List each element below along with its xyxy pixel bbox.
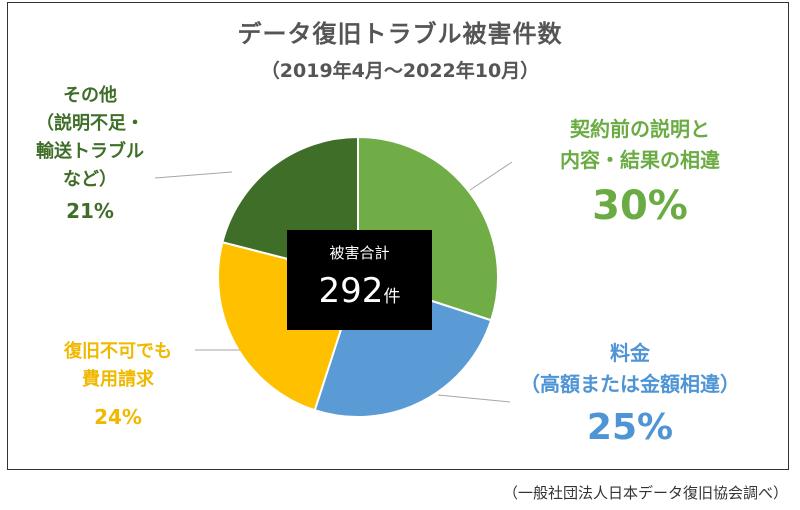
fee-label-line-2: （高額または金額相違） [520, 372, 740, 396]
leader-line-fee [437, 394, 511, 403]
contract-label-line-2: 内容・結果の相違 [560, 148, 720, 172]
leader-line-other [154, 171, 233, 179]
other-label-line-3: 輸送トラブル [36, 140, 144, 162]
restore-label-line-2: 費用請求 [82, 368, 154, 390]
total-caption: 被害合計 [329, 244, 390, 262]
restore-label-line-1: 復旧不可でも [64, 341, 172, 362]
total-value: 292件 [287, 271, 432, 311]
restore-percent: 24% [94, 404, 142, 429]
total-unit: 件 [383, 287, 401, 307]
slice-label-restore: 復旧不可でも 費用請求 24% [38, 338, 198, 433]
fee-percent: 25% [586, 407, 674, 448]
total-number: 292 [318, 271, 384, 311]
contract-percent: 30% [592, 183, 688, 229]
leader-line-contract [469, 161, 513, 191]
contract-label-line-1: 契約前の説明と [570, 117, 710, 141]
slice-label-contract: 契約前の説明と 内容・結果の相違 30% [520, 114, 760, 230]
source-note: （一般社団法人日本データ復旧協会調べ） [502, 484, 788, 502]
total-box: 被害合計 292件 [287, 230, 432, 330]
other-percent: 21% [66, 198, 114, 223]
slice-label-fee: 料金 （高額または金額相違） 25% [500, 338, 760, 449]
chart-subtitle: （2019年4月～2022年10月） [260, 60, 540, 82]
chart-title: データ復旧トラブル被害件数 [237, 20, 563, 48]
other-label-line-1: その他 [63, 85, 117, 106]
slice-label-other: その他 （説明不足・ 輸送トラブル など） 21% [10, 82, 170, 227]
other-label-line-4: など） [63, 168, 117, 190]
fee-label-line-1: 料金 [610, 341, 650, 365]
other-label-line-2: （説明不足・ [36, 112, 144, 134]
